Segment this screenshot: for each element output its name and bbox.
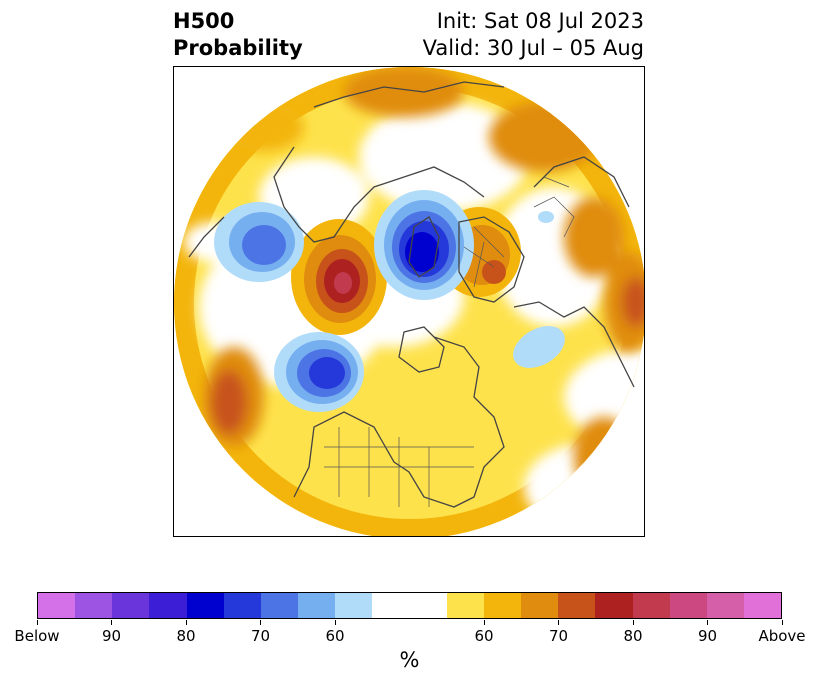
- colorbar-tick-label: 60: [325, 627, 345, 645]
- colorbar-tick-label: Below: [14, 627, 60, 645]
- colorbar-tick: [558, 620, 559, 625]
- colorbar-segment: [372, 593, 410, 618]
- colorbar-segment: [335, 593, 373, 618]
- colorbar-tick-label: 90: [101, 627, 122, 645]
- colorbar-tick: [111, 620, 112, 625]
- colorbar-ticks: Below 90 80 70 60 60 70 80 90 Above: [0, 620, 819, 650]
- colorbar-tick-label: 80: [623, 627, 643, 645]
- colorbar-tick: [707, 620, 708, 625]
- colorbar-segment: [409, 593, 447, 618]
- colorbar-segment: [298, 593, 336, 618]
- colorbar-tick: [483, 620, 485, 625]
- colorbar-segment: [706, 593, 744, 618]
- colorbar-segment: [521, 593, 559, 618]
- coastlines: [188, 81, 635, 508]
- colorbar-tick: [260, 620, 261, 625]
- colorbar-tick-label: 90: [697, 627, 718, 645]
- probability-field: [174, 67, 644, 536]
- colorbar-tick: [185, 620, 187, 625]
- colorbar-segment: [632, 593, 670, 618]
- colorbar-segment: [558, 593, 596, 618]
- polar-map: [173, 66, 645, 537]
- colorbar-tick-label: 70: [548, 627, 569, 645]
- colorbar-segment: [112, 593, 150, 618]
- colorbar-tick-label: Above: [758, 627, 806, 645]
- colorbar-segment: [186, 593, 224, 618]
- colorbar-tick: [632, 620, 634, 625]
- map-canvas: [174, 67, 644, 536]
- colorbar-tick-label: 80: [176, 627, 196, 645]
- colorbar-segment: [149, 593, 187, 618]
- colorbar-segment: [223, 593, 261, 618]
- colorbar-segment: [669, 593, 707, 618]
- colorbar-segment: [75, 593, 113, 618]
- date-info: Init: Sat 08 Jul 2023 Valid: 30 Jul – 05…: [423, 8, 644, 62]
- valid-date: Valid: 30 Jul – 05 Aug: [422, 36, 644, 60]
- colorbar-segment: [38, 593, 76, 618]
- colorbar-segment: [483, 593, 522, 618]
- colorbar-segment: [260, 593, 299, 618]
- borders: [324, 176, 575, 507]
- colorbar-tick-label: 60: [474, 627, 494, 645]
- colorbar-segment: [595, 593, 633, 618]
- colorbar-tick: [36, 620, 38, 625]
- colorbar: [37, 592, 782, 619]
- colorbar-segment: [446, 593, 484, 618]
- colorbar-segment: [743, 593, 782, 618]
- colorbar-unit-label: %: [399, 648, 420, 672]
- init-date: Init: Sat 08 Jul 2023: [436, 9, 644, 33]
- colorbar-tick: [334, 620, 336, 625]
- title-line-1: H500: [173, 9, 235, 33]
- chart-title: H500 Probability: [173, 8, 303, 62]
- title-line-2: Probability: [173, 36, 303, 60]
- colorbar-tick: [781, 620, 783, 625]
- colorbar-tick-label: 70: [250, 627, 271, 645]
